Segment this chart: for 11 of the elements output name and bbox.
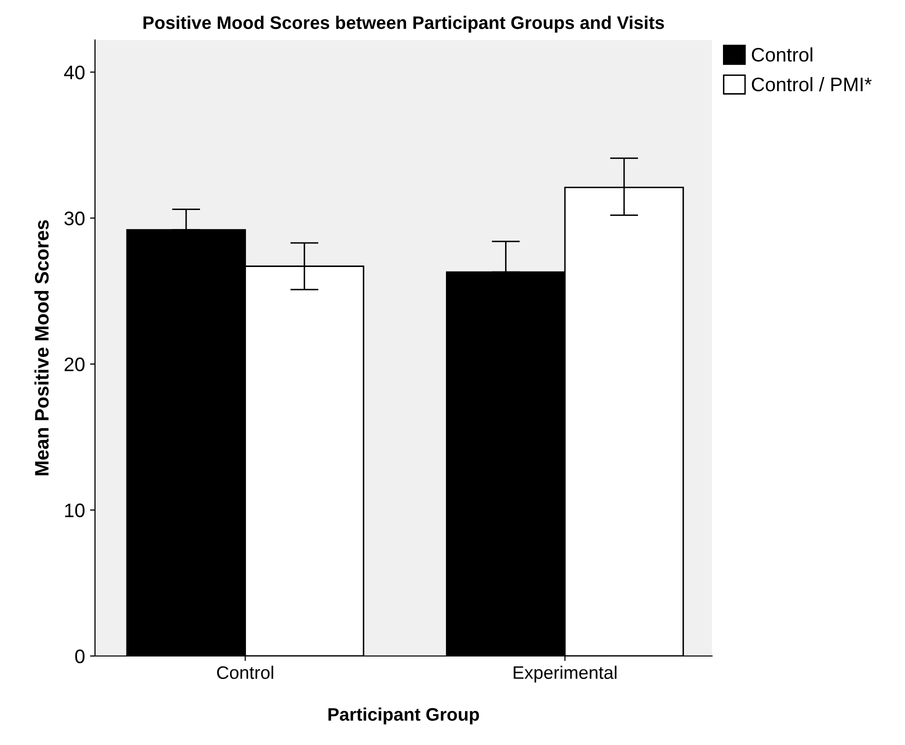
y-tick-label: 0 [75,649,85,664]
y-tick-label: 20 [64,358,85,372]
x-axis-title: Participant Group [328,708,480,724]
y-tick-label: 40 [64,66,85,80]
x-tick-label: Experimental [514,666,616,683]
legend-label: Control / PMI* [752,77,872,92]
y-tick-label: 30 [64,212,85,226]
y-axis-title: Mean Positive Mood Scores [34,220,49,476]
chart-title: Positive Mood Scores between Participant Groups and Visits [144,16,664,33]
legend-label: Control [752,47,812,62]
y-tick-label: 10 [65,503,85,518]
